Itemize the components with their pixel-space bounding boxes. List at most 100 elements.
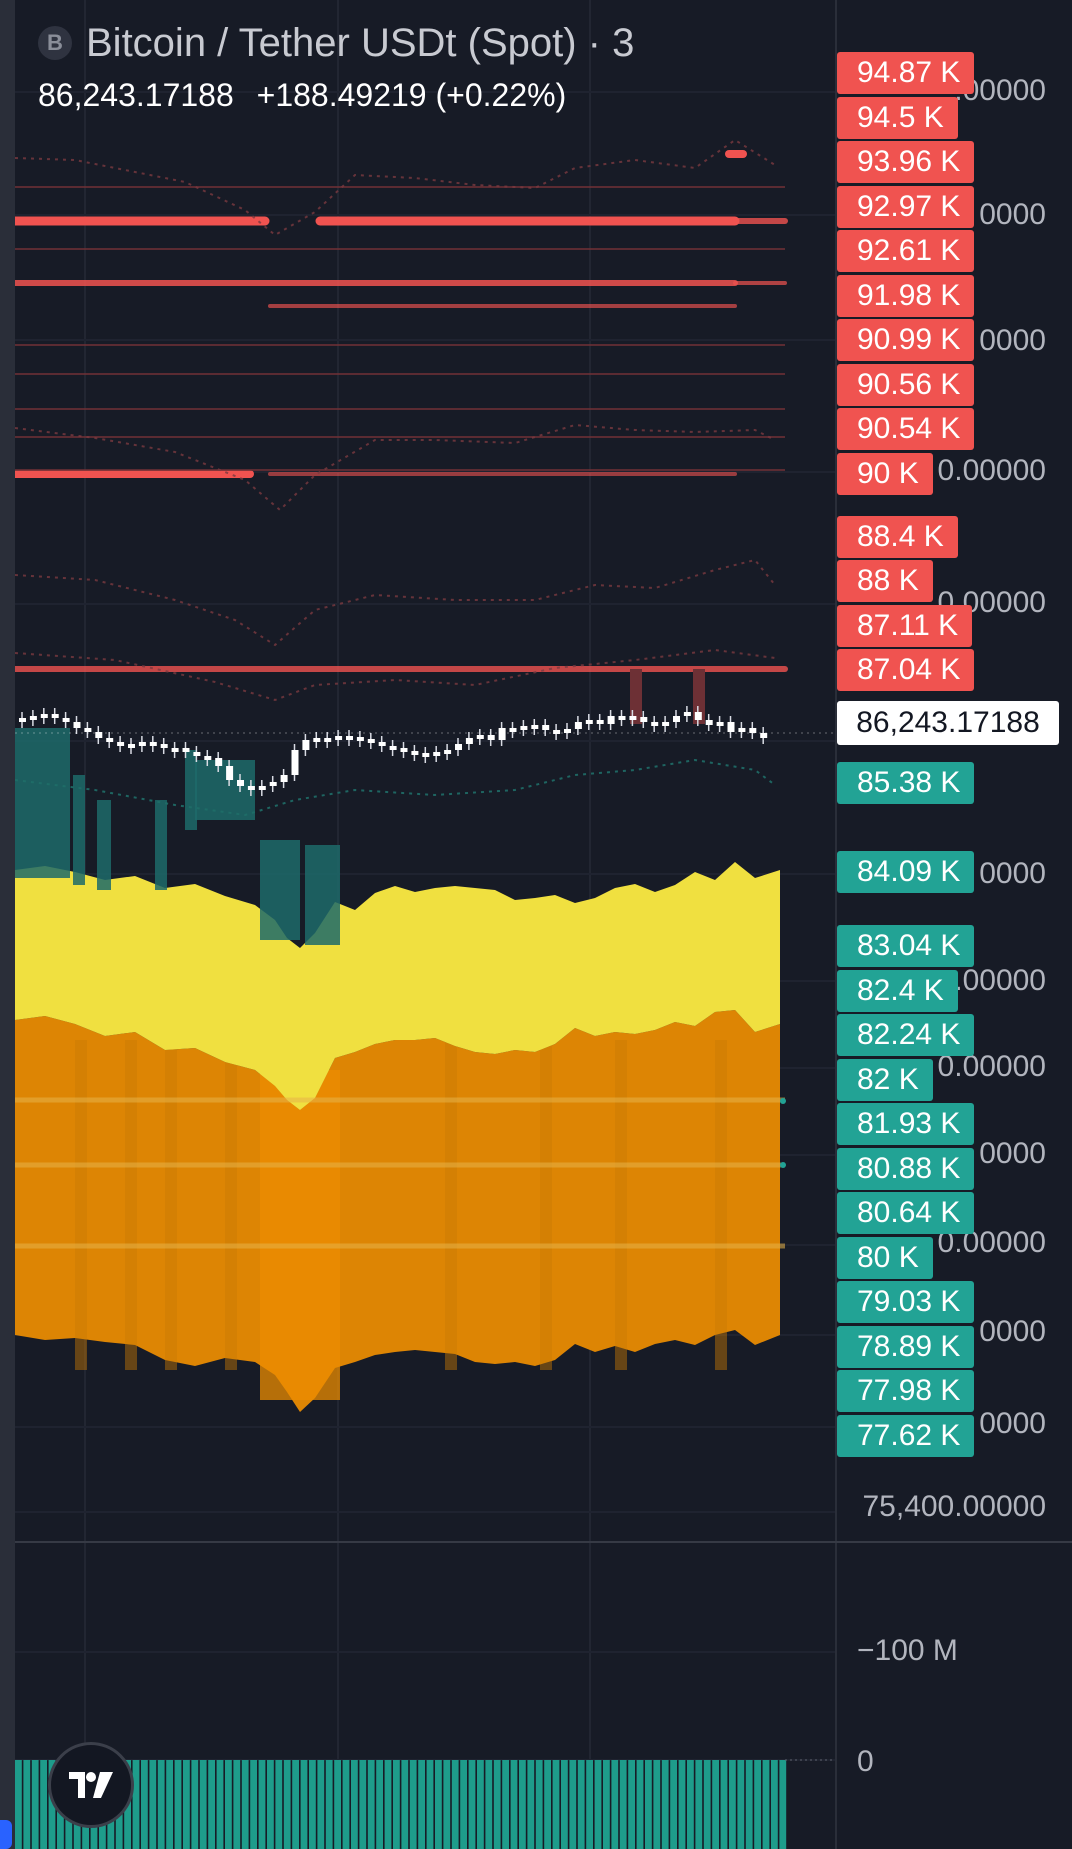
price-chart-pane[interactable] bbox=[15, 0, 835, 1849]
axis-tick: 0000 bbox=[979, 324, 1046, 357]
volume-bar bbox=[31, 1760, 39, 1849]
volume-bar bbox=[233, 1760, 241, 1849]
band-orange bbox=[15, 1010, 780, 1412]
volume-bar bbox=[703, 1760, 711, 1849]
level-lines bbox=[15, 138, 788, 817]
volume-bar bbox=[216, 1760, 224, 1849]
candle-body bbox=[618, 716, 626, 720]
price-summary: 86,243.17188 +188.49219 (+0.22%) bbox=[38, 77, 566, 114]
candle-body bbox=[247, 786, 255, 790]
volume-bar bbox=[544, 1760, 551, 1849]
band-stripe bbox=[165, 1040, 177, 1370]
candle-body bbox=[204, 756, 212, 760]
support-label: 83.04 K bbox=[837, 925, 975, 967]
volume-bar bbox=[250, 1760, 257, 1849]
candle-body bbox=[705, 720, 713, 725]
support-bar bbox=[305, 845, 340, 945]
volume-bar bbox=[157, 1760, 165, 1849]
volume-bar bbox=[376, 1760, 383, 1849]
volume-bar bbox=[191, 1760, 199, 1849]
volume-bar bbox=[23, 1760, 31, 1849]
candle-body bbox=[629, 716, 637, 720]
volume-bar bbox=[745, 1760, 753, 1849]
support-label: 78.89 K bbox=[837, 1326, 975, 1368]
volume-bar bbox=[317, 1760, 325, 1849]
candle-body bbox=[149, 742, 157, 746]
candle-body bbox=[749, 728, 757, 733]
resistance-label: 92.97 K bbox=[837, 186, 975, 228]
volume-bar bbox=[619, 1760, 627, 1849]
candle-body bbox=[607, 716, 615, 724]
resistance-envelope bbox=[15, 423, 776, 512]
volume-bar bbox=[183, 1760, 190, 1849]
support-label: 82.4 K bbox=[837, 970, 958, 1012]
volume-bar bbox=[485, 1760, 493, 1849]
pane-divider[interactable] bbox=[15, 1541, 1072, 1543]
volume-bars bbox=[15, 1759, 835, 1849]
volume-bar bbox=[720, 1760, 728, 1849]
volume-bar bbox=[645, 1760, 652, 1849]
axis-tick: 0000 bbox=[979, 857, 1046, 890]
candle-body bbox=[727, 722, 735, 732]
candle-body bbox=[291, 750, 299, 775]
volume-bar bbox=[771, 1760, 778, 1849]
left-panel-edge bbox=[0, 0, 15, 1849]
panel-toggle-tab[interactable] bbox=[0, 1820, 12, 1849]
symbol-title[interactable]: Bitcoin / Tether USDt (Spot) · 3 bbox=[86, 20, 635, 65]
resistance-label: 94.87 K bbox=[837, 52, 975, 94]
volume-bar bbox=[275, 1760, 283, 1849]
candle-body bbox=[367, 739, 375, 743]
volume-bar bbox=[132, 1760, 140, 1849]
resistance-label: 90.54 K bbox=[837, 408, 975, 450]
band-stripe bbox=[715, 1040, 727, 1370]
volume-bar bbox=[577, 1760, 585, 1849]
volume-bar bbox=[712, 1760, 719, 1849]
resistance-label: 94.5 K bbox=[837, 97, 958, 139]
candle-body bbox=[662, 722, 670, 726]
candle-body bbox=[302, 740, 310, 750]
volume-bar bbox=[267, 1760, 274, 1849]
support-label: 82.24 K bbox=[837, 1014, 975, 1056]
candle-body bbox=[716, 722, 724, 726]
candle-body bbox=[640, 717, 648, 722]
candle-body bbox=[258, 786, 266, 790]
band-orange-highlight bbox=[260, 1070, 340, 1400]
volume-bar bbox=[569, 1760, 577, 1849]
volume-bar bbox=[351, 1760, 358, 1849]
volume-bar bbox=[325, 1760, 333, 1849]
volume-axis-tick: −100 M bbox=[857, 1634, 958, 1667]
volume-bar bbox=[754, 1760, 761, 1849]
candle-body bbox=[574, 722, 582, 729]
tradingview-logo-icon[interactable] bbox=[48, 1742, 134, 1828]
support-label: 80 K bbox=[837, 1237, 933, 1279]
candle-body bbox=[444, 750, 452, 754]
candle-body bbox=[84, 728, 92, 732]
symbol-header[interactable]: B Bitcoin / Tether USDt (Spot) · 3 bbox=[38, 18, 634, 68]
price-scale-border bbox=[835, 0, 837, 1849]
candle-body bbox=[346, 736, 353, 740]
support-bar bbox=[15, 728, 70, 878]
volume-bar bbox=[594, 1760, 602, 1849]
volume-bar bbox=[695, 1760, 703, 1849]
volume-bar bbox=[241, 1760, 249, 1849]
resistance-label: 90.99 K bbox=[837, 319, 975, 361]
support-bar bbox=[185, 750, 197, 830]
volume-bar bbox=[418, 1760, 425, 1849]
volume-bar bbox=[292, 1760, 299, 1849]
candle-body bbox=[520, 726, 528, 730]
candle-body bbox=[476, 735, 484, 739]
volume-bar bbox=[502, 1760, 509, 1849]
candle-body bbox=[509, 728, 517, 732]
candle-body bbox=[51, 714, 59, 718]
candle-body bbox=[19, 718, 26, 722]
resistance-label: 88 K bbox=[837, 560, 933, 602]
volume-bar bbox=[729, 1760, 736, 1849]
volume-bar bbox=[300, 1760, 308, 1849]
volume-bar bbox=[468, 1760, 476, 1849]
support-bar bbox=[155, 800, 167, 890]
support-label: 85.38 K bbox=[837, 762, 975, 804]
candle-body bbox=[335, 736, 343, 740]
candle-body bbox=[215, 758, 223, 766]
candle-body bbox=[171, 748, 179, 752]
